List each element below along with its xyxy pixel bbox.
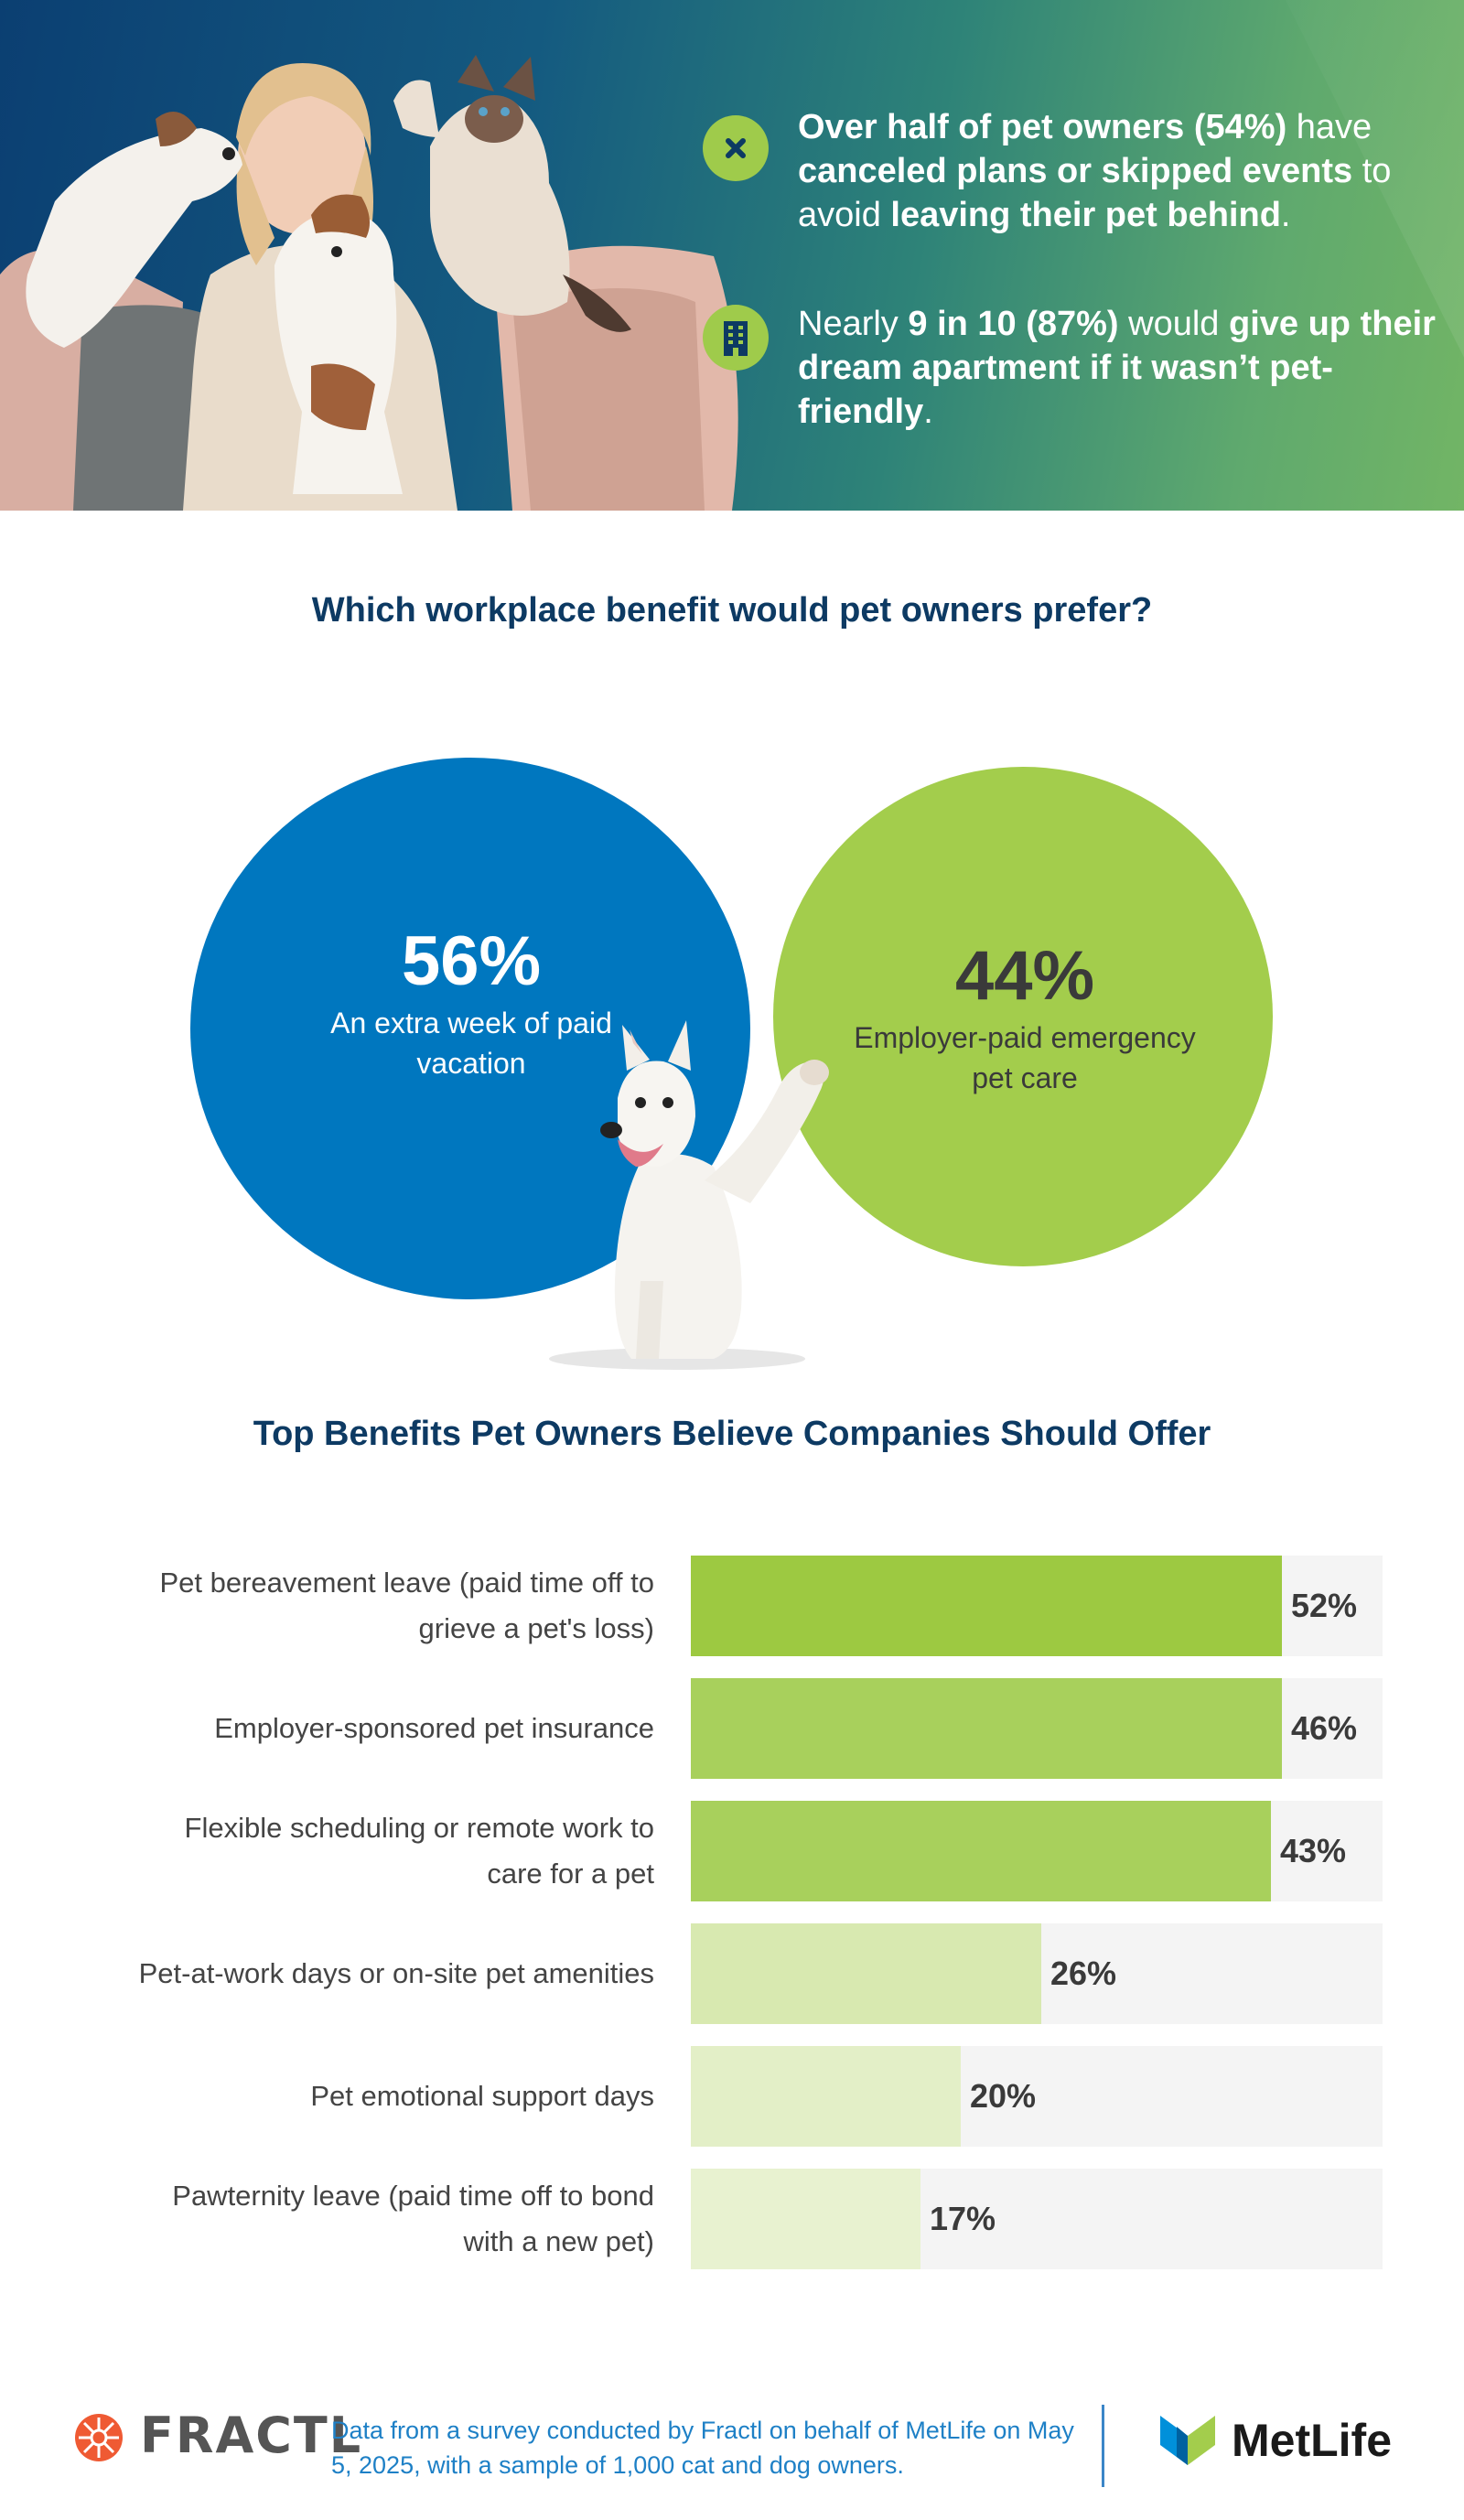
hero-fact-0-part-5: . (1280, 196, 1291, 234)
hero-fact-1-part-1: 9 in 10 (87%) (908, 305, 1119, 343)
hero-fact-0-part-2: canceled plans or skipped events (798, 152, 1353, 190)
bar-value-label: 52% (1291, 1587, 1358, 1624)
hero-diagonal-accent (1286, 0, 1464, 358)
vacation-percent: 56% (401, 922, 542, 1000)
bar-category-label: Flexible scheduling or remote work to ca… (184, 1812, 654, 1890)
bar-category-label: Pet emotional support days (310, 2080, 654, 2112)
hero-fact-apartment-text: Nearly 9 in 10 (87%) would give up their… (798, 302, 1438, 434)
bar (691, 2169, 920, 2269)
preference-title: Which workplace benefit would pet owners… (311, 591, 1153, 630)
bar-track: 43% (691, 1801, 1383, 1901)
bar (691, 1556, 1282, 1656)
survey-source-note: Data from a survey conducted by Fractl o… (331, 2417, 1074, 2479)
hero-fact-plans-text: Over half of pet owners (54%) have cance… (798, 105, 1438, 237)
bar-track: 17% (691, 2169, 1383, 2269)
bar-value-label: 26% (1050, 1955, 1117, 1992)
footer-divider (1102, 2405, 1104, 2487)
bar-value-label: 46% (1291, 1709, 1358, 1747)
vacation-label: An extra week of paid vacation (330, 1007, 612, 1080)
bar-track: 26% (691, 1923, 1383, 2024)
hero-fact-1-part-3: give up their dream apartment if it wasn… (798, 305, 1436, 431)
pet-care-option: 44% Employer-paid emergency pet care (851, 935, 1199, 1098)
bar-track: 20% (691, 2046, 1383, 2147)
hero-fact-1-part-0: Nearly (798, 305, 909, 343)
fractl-wordmark: FRACTL (140, 2407, 363, 2464)
hero-fact-0-part-3: to avoid (798, 152, 1392, 234)
metlife-wordmark: MetLife (1232, 2415, 1392, 2466)
bar (691, 1923, 1041, 2024)
hero-fact-1-part-4: . (923, 393, 933, 431)
bar-value-label: 20% (970, 2077, 1037, 2115)
bar-track: 52% (691, 1556, 1383, 1656)
bar-value-label: 43% (1280, 1832, 1347, 1869)
bar (691, 1678, 1282, 1779)
x-circle-icon (703, 115, 769, 181)
pet-care-percent: 44% (954, 937, 1095, 1015)
bar-category-label: Pet bereavement leave (paid time off to … (159, 1567, 654, 1644)
bar (691, 1801, 1271, 1901)
vacation-option: 56% An extra week of paid vacation (284, 921, 659, 1083)
fractl-logo-icon (75, 2414, 123, 2461)
bar-category-label: Pawternity leave (paid time off to bond … (172, 2180, 654, 2257)
bar-category-label: Pet-at-work days or on-site pet amenitie… (138, 1957, 654, 1989)
apartment-building-icon (703, 305, 769, 371)
bar-category-label: Employer-sponsored pet insurance (214, 1712, 654, 1744)
pet-care-circle (773, 767, 1273, 1266)
bar-track: 46% (691, 1678, 1383, 1779)
hero-fact-0-part-4: leaving their pet behind (890, 196, 1281, 234)
hero-fact-0-part-1: have (1286, 108, 1372, 146)
white-dog-photo (549, 1020, 829, 1370)
woman-with-pets-photo (0, 55, 738, 511)
hero-banner: Over half of pet owners (54%) have cance… (0, 0, 1464, 511)
pet-care-label: Employer-paid emergency pet care (854, 1021, 1196, 1094)
bar (691, 2046, 961, 2147)
hero-fact-0-part-0: Over half of pet owners (54%) (798, 108, 1287, 146)
hero-fact-1-part-2: would (1118, 305, 1229, 343)
bar-value-label: 17% (930, 2200, 996, 2237)
chart-title: Top Benefits Pet Owners Believe Companie… (253, 1415, 1211, 1453)
metlife-logo-icon (1160, 2416, 1215, 2465)
